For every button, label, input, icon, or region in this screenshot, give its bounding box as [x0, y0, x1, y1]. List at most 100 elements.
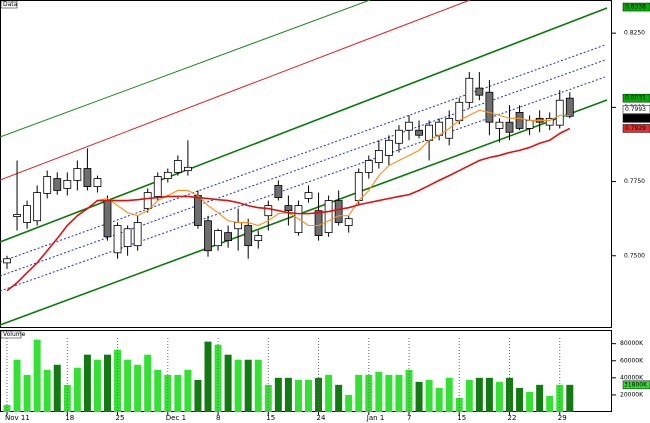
candle-body: [465, 77, 474, 103]
volume-bar: [305, 379, 312, 412]
volume-bar: [154, 369, 162, 412]
x-tick-label: 25: [116, 414, 125, 422]
volume-y-tick-label: 40000K: [620, 374, 644, 381]
candle-body: [73, 168, 82, 181]
volume-bar: [93, 359, 101, 412]
volume-bar: [495, 381, 503, 412]
price-tag-label: 0.8338: [625, 4, 646, 11]
volume-bar: [104, 354, 111, 412]
x-tick-label: 15: [266, 414, 275, 422]
x-tick-label: 22: [508, 414, 517, 422]
candle-body: [23, 205, 32, 223]
candle-body: [405, 121, 413, 131]
candle-body: [244, 225, 253, 247]
volume-bar: [546, 395, 554, 412]
volume-bar: [415, 381, 423, 412]
candle-body: [183, 166, 192, 171]
volume-bar: [435, 387, 443, 412]
trendline: [0, 0, 471, 181]
price-tag: [622, 2, 650, 12]
candle-body: [364, 160, 373, 173]
price-panel: [0, 0, 612, 328]
candle-body: [415, 129, 423, 136]
candle-body: [153, 176, 162, 197]
candle-body: [143, 192, 152, 209]
volume-bar: [214, 344, 222, 412]
candle-body: [455, 101, 464, 121]
candle-body: [525, 120, 534, 129]
candle-body: [113, 225, 122, 254]
volume-bar: [335, 384, 343, 412]
volume-y-tick-label: 20000K: [620, 391, 644, 398]
volume-y-tick-label: 60000K: [620, 357, 644, 364]
volume-bar: [23, 374, 31, 412]
candle-body: [324, 200, 333, 234]
volume-bar: [164, 374, 172, 412]
volume-bar: [184, 369, 192, 412]
volume-bar: [566, 384, 574, 412]
volume-title: Volume: [3, 331, 26, 338]
candle-body: [565, 97, 574, 117]
candle-body: [545, 117, 554, 126]
candle-body: [304, 192, 313, 199]
volume-bar: [325, 374, 333, 412]
candle-body: [224, 232, 233, 242]
volume-bar: [254, 359, 262, 412]
volume-bar: [425, 379, 433, 412]
candle-body: [133, 222, 142, 247]
price-tag: [622, 105, 650, 114]
volume-bar: [345, 394, 353, 412]
volume-bar: [375, 371, 383, 412]
trendline: [0, 59, 606, 277]
x-tick-label: 29: [558, 414, 567, 422]
y-tick-label: 0.8250: [624, 30, 645, 37]
candle-body: [123, 228, 132, 247]
candle-body: [93, 178, 102, 188]
volume-bar: [194, 379, 202, 412]
candle-body: [53, 178, 62, 191]
x-tick-label: Dec 1: [166, 414, 186, 422]
candle-body: [354, 171, 363, 201]
candle-body: [103, 200, 112, 238]
volume-bar: [536, 384, 544, 412]
candle-body: [33, 192, 42, 222]
candle-body: [274, 185, 283, 198]
volume-bar: [274, 377, 282, 412]
candle-body: [204, 220, 212, 252]
candle-body: [194, 195, 202, 226]
volume-bar: [465, 379, 473, 412]
volume-bar: [445, 377, 453, 412]
x-tick-label: 24: [317, 414, 326, 422]
volume-bar: [516, 387, 524, 412]
candle-body: [555, 99, 564, 126]
panel-label-box: [0, 0, 18, 9]
trendline: [0, 76, 606, 292]
volume-bar: [144, 354, 152, 412]
volume-bar: [355, 374, 363, 412]
volume-bar: [33, 339, 41, 412]
price-tag: [622, 93, 650, 103]
trendline: [0, 0, 371, 138]
volume-bar: [53, 364, 61, 412]
x-tick-label: 7: [407, 414, 411, 422]
price-tag-label: 0.7929: [625, 125, 646, 132]
x-tick-label: 8: [216, 414, 220, 422]
moving-average: [6, 127, 571, 292]
volume-bar: [385, 374, 393, 412]
x-tick-label: Jan 1: [366, 414, 384, 422]
volume-tag-label: 31800K: [624, 381, 648, 388]
volume-tag: [622, 380, 650, 390]
volume-bar: [43, 369, 51, 412]
volume-y-tick-label: 80000K: [620, 340, 644, 347]
candle-body: [475, 87, 484, 96]
trendline: [0, 99, 608, 326]
price-tag: [622, 114, 650, 123]
candle-body: [425, 124, 434, 141]
panel-label: Data: [3, 1, 18, 8]
price-tag-label: 0.7993: [625, 106, 646, 113]
volume-bar: [244, 359, 252, 412]
candle-body: [485, 91, 494, 123]
volume-bar: [204, 341, 212, 412]
candle-body: [314, 210, 323, 236]
